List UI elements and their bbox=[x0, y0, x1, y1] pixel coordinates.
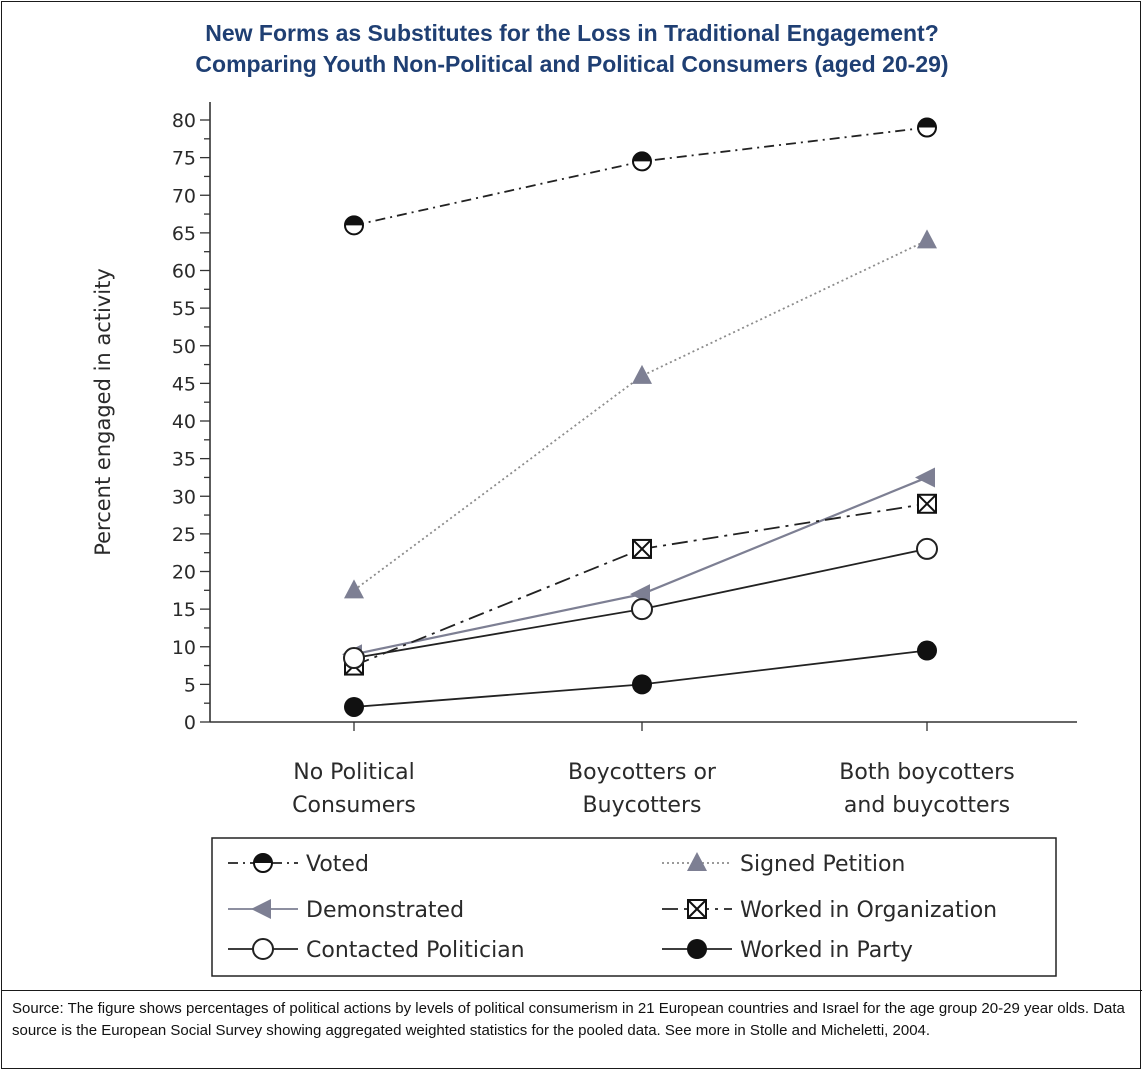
data-point-4-0 bbox=[343, 647, 365, 670]
legend-entry: Demonstrated bbox=[228, 898, 464, 923]
marker-shape bbox=[916, 537, 938, 560]
x-category-label: Consumers bbox=[292, 793, 416, 818]
marker-shape bbox=[344, 696, 364, 717]
legend-entry: Worked in Party bbox=[662, 938, 913, 963]
series-line-0 bbox=[353, 126, 928, 227]
legend-label: Voted bbox=[306, 852, 369, 877]
y-tick-label: 60 bbox=[172, 261, 196, 283]
series-line-1 bbox=[353, 239, 928, 592]
y-tick-label: 50 bbox=[172, 336, 196, 358]
divider bbox=[2, 990, 1142, 991]
data-point-1-0 bbox=[344, 579, 364, 599]
data-point-1-2 bbox=[917, 229, 937, 249]
marker-fill bbox=[918, 118, 936, 128]
x-category-label: Both boycotters bbox=[839, 760, 1014, 785]
marker-fill bbox=[633, 152, 651, 162]
marker-shape bbox=[251, 899, 271, 919]
marker-shape bbox=[344, 579, 364, 599]
marker-shape bbox=[687, 852, 707, 871]
x-category-label: No Political bbox=[293, 760, 415, 785]
data-point-5-1 bbox=[632, 674, 652, 695]
y-tick-label: 80 bbox=[172, 110, 196, 132]
y-tick-label: 45 bbox=[172, 373, 196, 395]
marker-shape bbox=[632, 364, 652, 384]
y-tick-label: 10 bbox=[172, 637, 196, 659]
marker-fill bbox=[254, 854, 272, 863]
legend-label: Worked in Party bbox=[740, 938, 913, 963]
series-line-3 bbox=[353, 502, 928, 667]
marker-shape bbox=[915, 467, 935, 488]
marker-shape bbox=[252, 938, 274, 960]
source-note: Source: The figure shows percentages of … bbox=[12, 1000, 1125, 1039]
legend-marker bbox=[687, 939, 707, 959]
legend-marker bbox=[252, 938, 274, 960]
y-tick-label: 75 bbox=[172, 148, 196, 170]
y-tick-label: 40 bbox=[172, 411, 196, 433]
legend-label: Signed Petition bbox=[740, 852, 905, 877]
legend-label: Contacted Politician bbox=[306, 938, 525, 963]
legend-label: Demonstrated bbox=[306, 898, 464, 923]
legend-entry: Contacted Politician bbox=[228, 938, 525, 963]
y-tick-label: 20 bbox=[172, 562, 196, 584]
marker-shape bbox=[917, 640, 937, 661]
axes: 0 5 10 15 20 25 30 35 40 45 50 55 60 65 70 75 80 Percent … bbox=[91, 102, 1077, 818]
marker-cross-b bbox=[917, 494, 937, 514]
legend-entry: Worked in Organization bbox=[662, 898, 997, 923]
legend-marker bbox=[687, 852, 707, 871]
title-line-1: New Forms as Substitutes for the Loss in… bbox=[205, 20, 939, 46]
legend-marker bbox=[251, 899, 271, 919]
legend-marker bbox=[253, 853, 273, 873]
data-point-0-2 bbox=[917, 117, 937, 138]
legend-label: Worked in Organization bbox=[740, 898, 997, 923]
data-point-0-0 bbox=[344, 215, 364, 236]
legend-entry: Voted bbox=[228, 852, 369, 877]
y-tick-label: 15 bbox=[172, 599, 196, 621]
data-point-4-1 bbox=[631, 598, 653, 621]
y-tick-label: 25 bbox=[172, 524, 196, 546]
x-category-label: and buycotters bbox=[844, 793, 1010, 818]
data-point-0-1 bbox=[632, 151, 652, 172]
marker-shape bbox=[687, 939, 707, 959]
marker-fill bbox=[345, 216, 363, 226]
legend-marker bbox=[687, 899, 707, 919]
legend: Voted Signed Petition Demonstrated Worked i… bbox=[211, 837, 1057, 977]
y-tick-label: 5 bbox=[184, 674, 196, 696]
marker-shape bbox=[632, 674, 652, 695]
chart-title: New Forms as Substitutes for the Loss in… bbox=[2, 18, 1142, 80]
data-point-4-2 bbox=[916, 537, 938, 560]
legend-entry: Signed Petition bbox=[662, 852, 905, 877]
y-tick-label: 55 bbox=[172, 298, 196, 320]
x-category-label: Boycotters or bbox=[568, 760, 717, 785]
legend-box bbox=[211, 837, 1057, 977]
x-category-label: Buycotters bbox=[583, 793, 702, 818]
marker-cross-b bbox=[632, 539, 652, 559]
marker-shape bbox=[343, 647, 365, 670]
data-point-5-0 bbox=[344, 696, 364, 717]
series-line-2 bbox=[353, 476, 928, 656]
data-point-2-2 bbox=[915, 467, 935, 488]
series-markers bbox=[342, 117, 938, 717]
y-tick-label: 70 bbox=[172, 185, 196, 207]
y-tick-label: 65 bbox=[172, 223, 196, 245]
y-tick-label: 30 bbox=[172, 486, 196, 508]
y-tick-label: 0 bbox=[184, 712, 196, 734]
data-point-5-2 bbox=[917, 640, 937, 661]
marker-cross-b bbox=[687, 899, 707, 919]
data-point-3-1 bbox=[632, 538, 652, 559]
marker-shape bbox=[631, 598, 653, 621]
y-tick-label: 35 bbox=[172, 449, 196, 471]
data-point-3-2 bbox=[917, 493, 937, 514]
y-axis-label: Percent engaged in activity bbox=[91, 268, 115, 556]
chart-area: 0 5 10 15 20 25 30 35 40 45 50 55 60 65 70 75 80 Percent … bbox=[91, 102, 1077, 977]
series-lines bbox=[353, 126, 928, 708]
marker-shape bbox=[917, 229, 937, 249]
title-line-2: Comparing Youth Non-Political and Politi… bbox=[195, 51, 949, 77]
data-point-1-1 bbox=[632, 364, 652, 384]
